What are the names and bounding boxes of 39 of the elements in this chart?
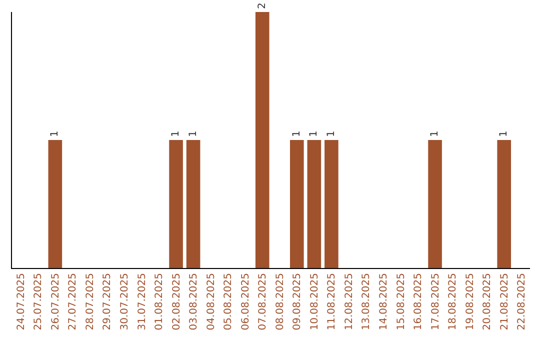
x-tick-label: 18.08.2025 [448, 273, 459, 330]
x-tick-label: 24.07.2025 [16, 273, 27, 330]
x-tick-label: 28.07.2025 [84, 273, 96, 330]
x-tick-label: 31.07.2025 [136, 273, 148, 330]
x-tick-label: 07.08.2025 [258, 273, 269, 330]
x-tick-label: 30.07.2025 [119, 273, 130, 330]
x-tick-label: 08.08.2025 [274, 273, 286, 330]
data-label: 1 [170, 130, 182, 137]
data-label: 1 [50, 130, 61, 137]
x-tick-label: 11.08.2025 [326, 273, 338, 330]
data-label: 1 [326, 130, 337, 137]
x-tick-label: 16.08.2025 [413, 273, 424, 330]
x-tick-label: 15.08.2025 [396, 273, 407, 330]
x-tick-label: 19.08.2025 [464, 273, 476, 330]
x-tick-label: 26.07.2025 [50, 273, 62, 330]
data-label: 1 [188, 130, 199, 137]
data-label: 1 [498, 130, 510, 137]
x-tick-label: 10.08.2025 [309, 273, 320, 330]
x-tick-label: 20.08.2025 [482, 273, 494, 330]
x-tick-label: 17.08.2025 [430, 273, 442, 330]
x-tick-label: 22.08.2025 [516, 273, 528, 330]
x-tick-label: 14.08.2025 [378, 273, 390, 330]
x-tick-label: 03.08.2025 [188, 273, 200, 330]
x-tick-label: 13.08.2025 [361, 273, 372, 330]
x-tick-label: 29.07.2025 [102, 273, 114, 330]
x-tick-label: 09.08.2025 [292, 273, 304, 330]
data-label: 1 [308, 130, 320, 137]
x-tick-label: 27.07.2025 [68, 273, 79, 330]
x-tick-label: 04.08.2025 [206, 273, 217, 330]
x-tick-label: 05.08.2025 [223, 273, 234, 330]
x-tick-label: 01.08.2025 [154, 273, 166, 330]
data-label: 1 [291, 130, 302, 137]
data-label: 2 [256, 2, 268, 9]
x-tick-label: 02.08.2025 [171, 273, 182, 330]
x-tick-label: 21.08.2025 [499, 273, 510, 330]
data-label: 1 [430, 130, 441, 137]
x-tick-label: 06.08.2025 [240, 273, 252, 330]
x-tick-label: 12.08.2025 [344, 273, 355, 330]
x-tick-label: 25.07.2025 [33, 273, 44, 330]
